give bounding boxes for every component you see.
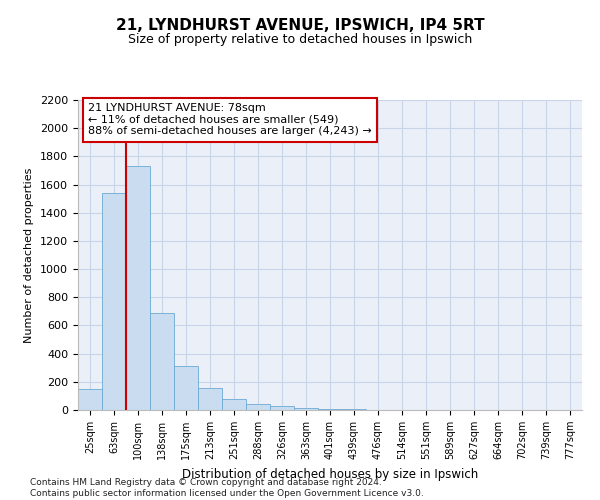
Bar <box>126 166 150 410</box>
Bar <box>270 406 294 410</box>
Bar <box>150 313 174 410</box>
X-axis label: Distribution of detached houses by size in Ipswich: Distribution of detached houses by size … <box>182 468 478 480</box>
Text: Contains HM Land Registry data © Crown copyright and database right 2024.
Contai: Contains HM Land Registry data © Crown c… <box>30 478 424 498</box>
Bar <box>222 400 246 410</box>
Text: 21 LYNDHURST AVENUE: 78sqm
← 11% of detached houses are smaller (549)
88% of sem: 21 LYNDHURST AVENUE: 78sqm ← 11% of deta… <box>88 103 372 136</box>
Bar <box>246 404 270 410</box>
Text: Size of property relative to detached houses in Ipswich: Size of property relative to detached ho… <box>128 32 472 46</box>
Bar <box>198 388 222 410</box>
Text: 21, LYNDHURST AVENUE, IPSWICH, IP4 5RT: 21, LYNDHURST AVENUE, IPSWICH, IP4 5RT <box>116 18 484 32</box>
Bar <box>78 389 102 410</box>
Bar <box>174 366 198 410</box>
Bar <box>294 408 318 410</box>
Bar <box>318 408 342 410</box>
Bar <box>102 193 126 410</box>
Y-axis label: Number of detached properties: Number of detached properties <box>25 168 34 342</box>
